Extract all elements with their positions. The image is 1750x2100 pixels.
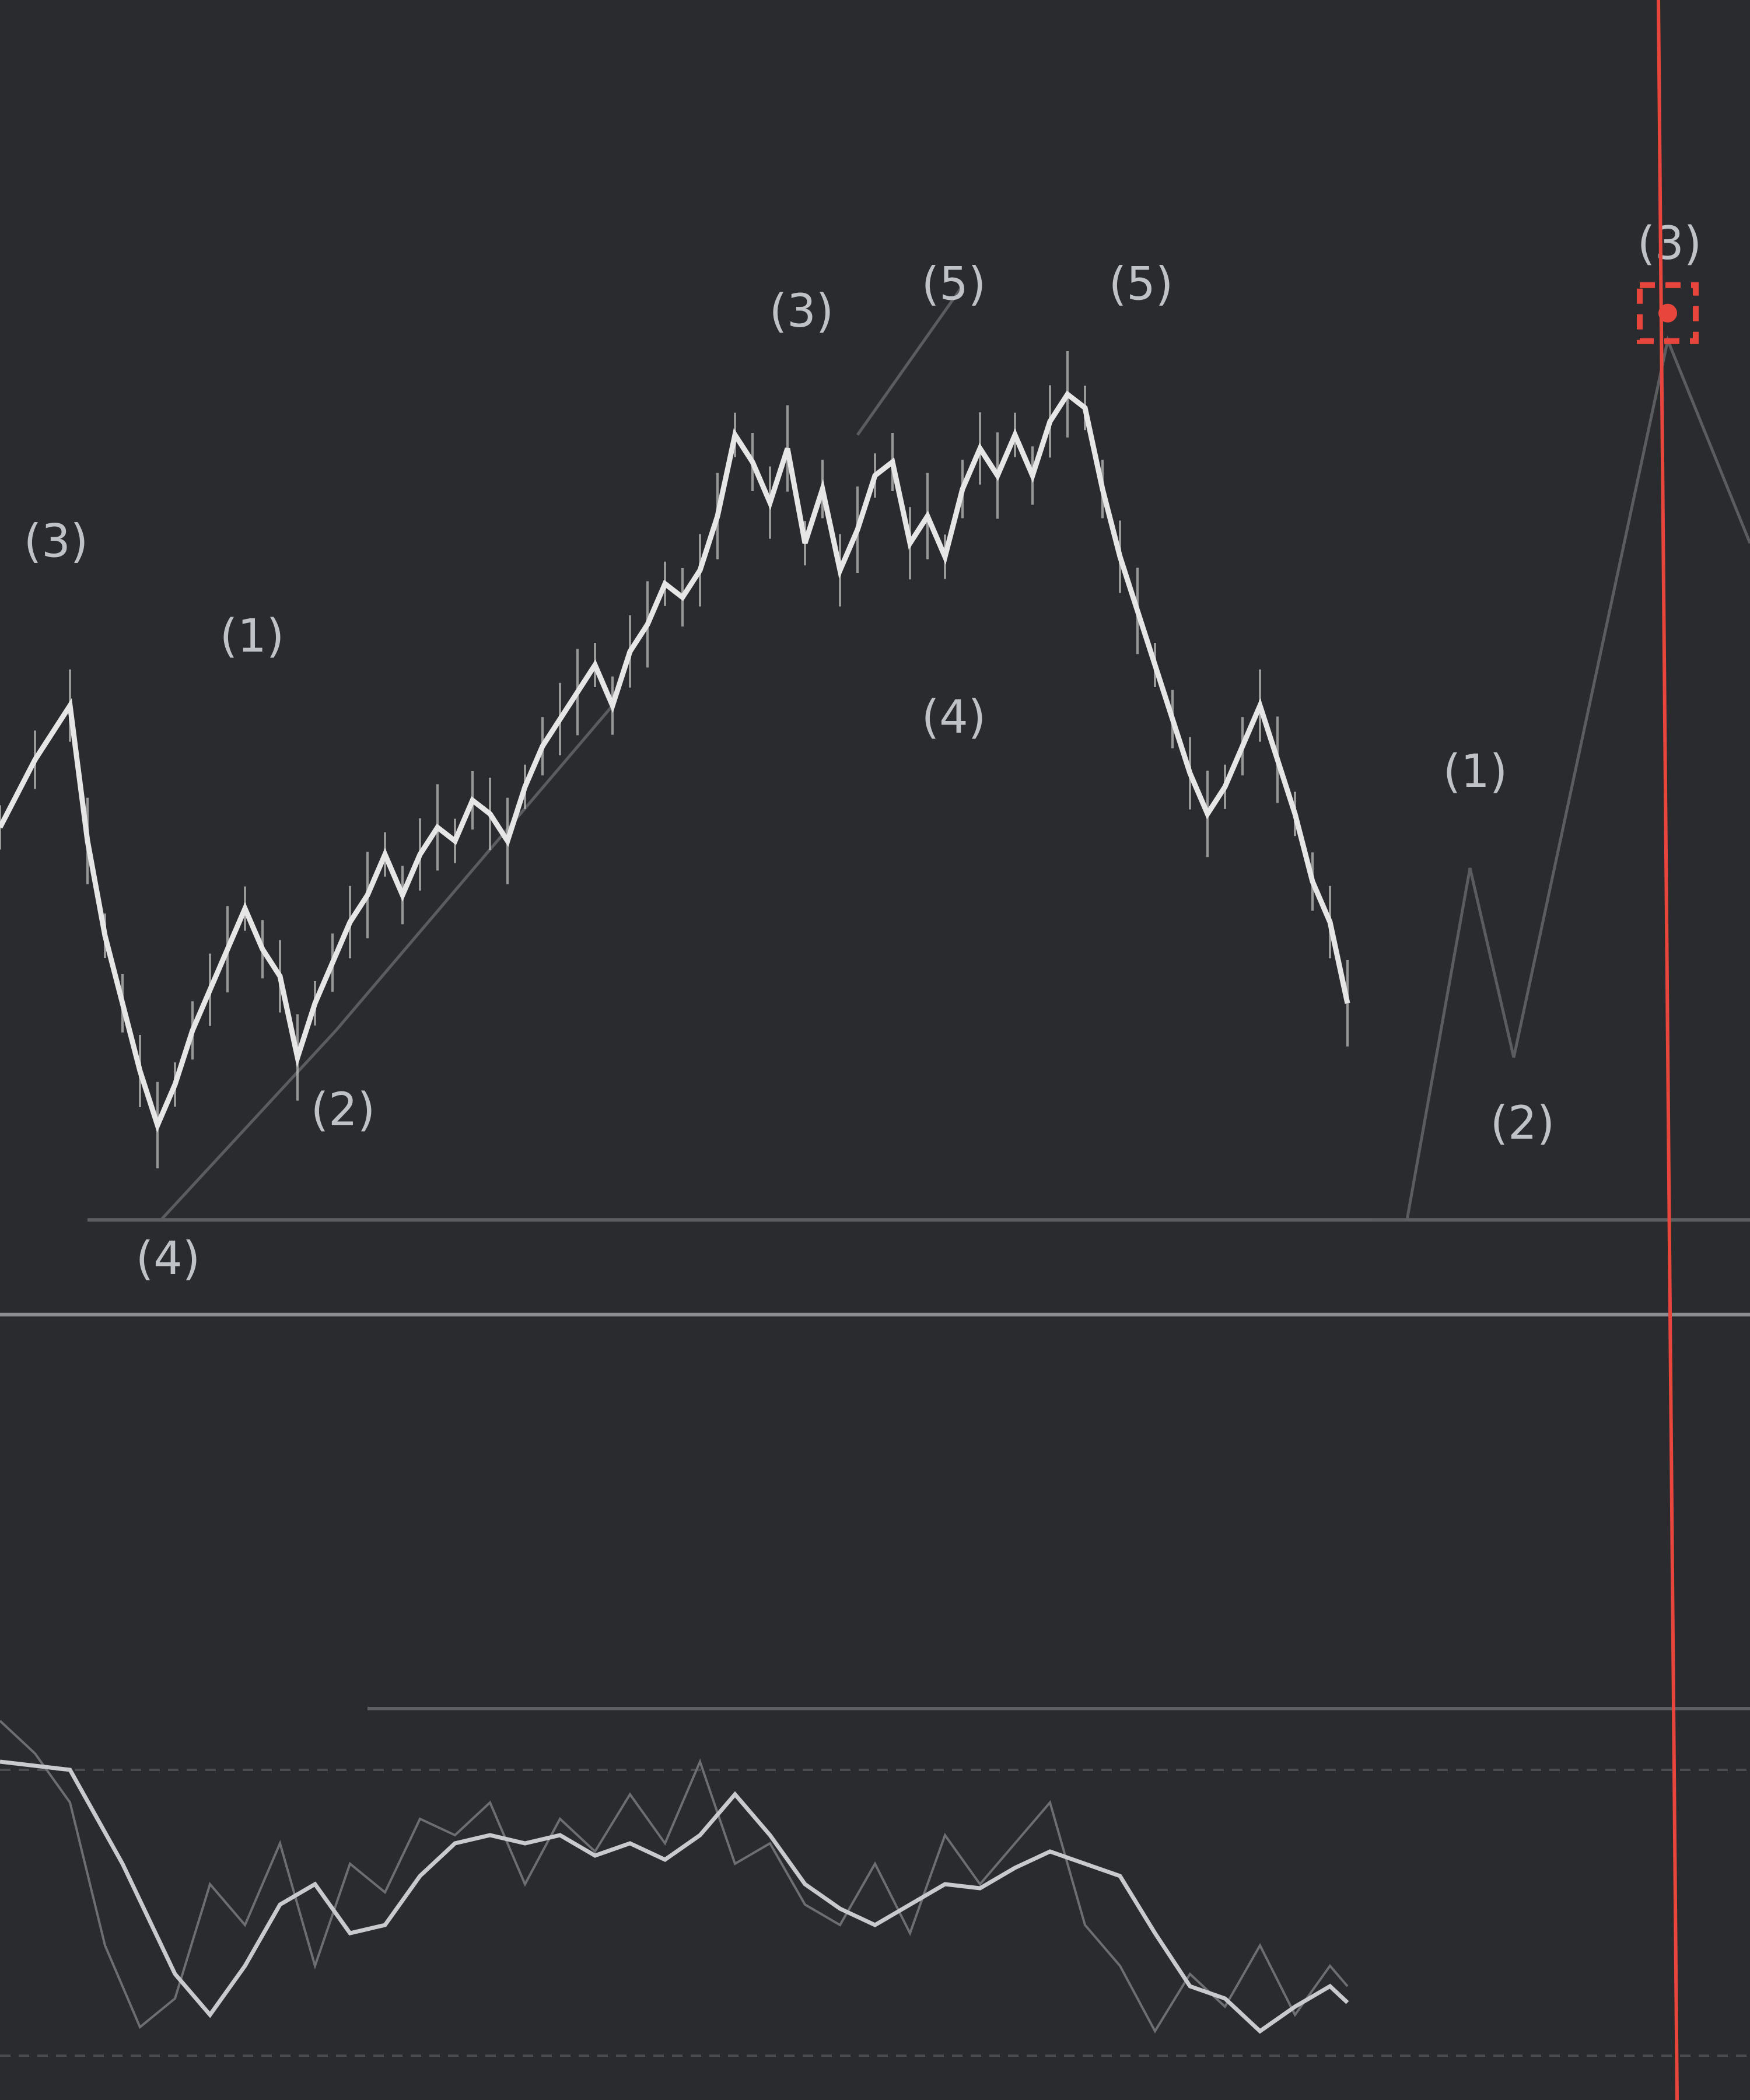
- wave-count-label: (5): [922, 258, 986, 311]
- wave-connector: [856, 285, 964, 436]
- price-levels: [0, 1218, 1750, 1317]
- price-series: [0, 351, 1350, 1168]
- wave-count-label: (3): [24, 515, 89, 568]
- cursor-marker-dot[interactable]: [1658, 303, 1677, 323]
- wave-count-labels: (3) (1) (2) (4) (3) (5) (4) (5) (1) (2) (3): [24, 218, 1702, 1285]
- wave-count-label: (5): [1109, 258, 1174, 311]
- wave-count-label: (3): [1637, 218, 1702, 270]
- wave-count-label: (4): [136, 1233, 201, 1285]
- oscillator-fast-line: [0, 1720, 1349, 2034]
- wave-count-label: (1): [220, 610, 285, 663]
- oscillator-panel: [0, 1707, 1750, 2057]
- oscillator-slow-line: [0, 1759, 1349, 2034]
- wave-count-label: (3): [769, 285, 834, 338]
- wave-count-label: (4): [922, 691, 986, 744]
- wave-count-label: (2): [311, 1084, 376, 1136]
- wave-projection-path: [1372, 335, 1750, 1222]
- wave-count-label: (1): [1443, 746, 1508, 798]
- wave-connector: [160, 704, 614, 1221]
- price-line: [0, 390, 1350, 1133]
- cursor-crosshair[interactable]: [1637, 0, 1699, 2100]
- wave-count-label: (2): [1490, 1097, 1555, 1150]
- wave-connector-lines: [160, 285, 1750, 1222]
- cursor-marker-icon[interactable]: [1637, 282, 1699, 344]
- cursor-vertical-line[interactable]: [1657, 0, 1679, 2100]
